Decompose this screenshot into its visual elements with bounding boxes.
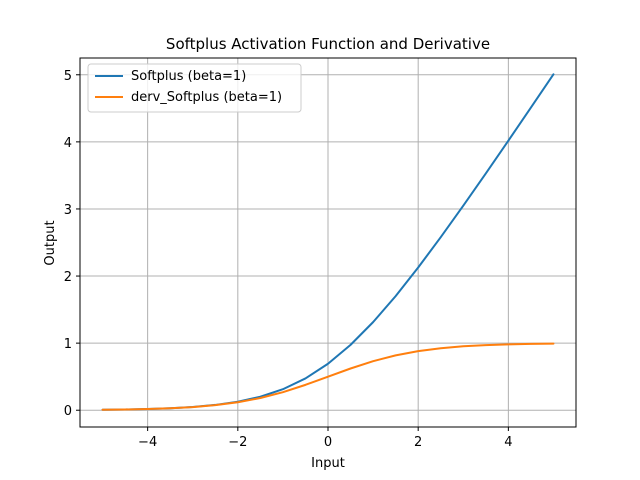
axis-tick-labels: −4 −2 0 2 4 0 1 2 3 4 5 bbox=[64, 69, 513, 450]
y-tick-label: 3 bbox=[64, 203, 72, 218]
legend-derivative-label: derv_Softplus (beta=1) bbox=[131, 90, 282, 105]
x-tick-label: 4 bbox=[504, 435, 512, 450]
series-layer bbox=[101, 73, 555, 411]
grid bbox=[80, 58, 576, 427]
x-tick-label: 2 bbox=[414, 435, 422, 450]
plot-frame bbox=[79, 57, 577, 428]
y-tick-label: 5 bbox=[64, 69, 72, 84]
y-tick-label: 4 bbox=[64, 136, 72, 151]
chart-title: Softplus Activation Function and Derivat… bbox=[166, 35, 490, 53]
x-tick-label: 0 bbox=[324, 435, 332, 450]
y-axis-label: Output bbox=[43, 220, 58, 265]
y-tick-label: 0 bbox=[64, 404, 72, 419]
legend-box bbox=[87, 63, 302, 113]
x-tick-label: −2 bbox=[228, 435, 247, 450]
y-tick-label: 2 bbox=[64, 270, 72, 285]
derivative-line bbox=[101, 342, 555, 411]
legend-softplus-label: Softplus (beta=1) bbox=[131, 69, 246, 84]
axis-ticks bbox=[76, 74, 509, 431]
y-tick-label: 1 bbox=[64, 337, 72, 352]
x-tick-label: −4 bbox=[138, 435, 157, 450]
x-axis-label: Input bbox=[311, 456, 345, 471]
legend: Softplus (beta=1) derv_Softplus (beta=1) bbox=[87, 63, 302, 113]
